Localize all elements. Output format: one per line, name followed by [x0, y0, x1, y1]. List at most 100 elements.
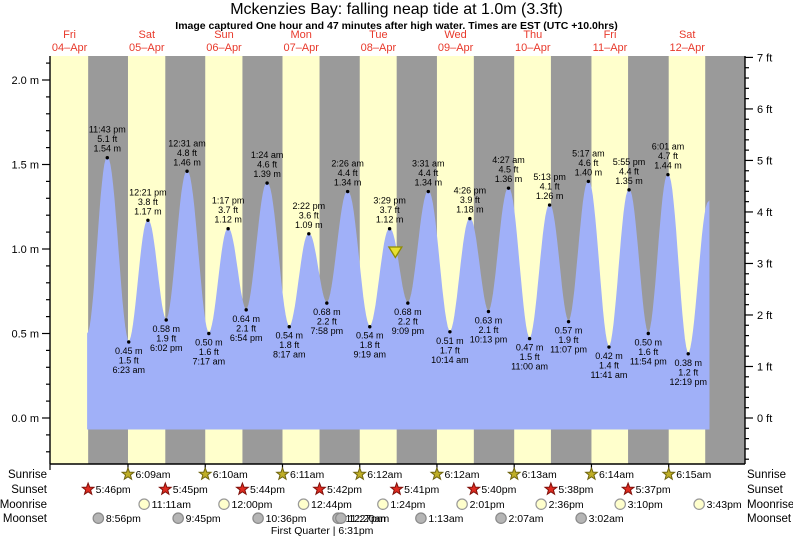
sunset-star-icon	[158, 481, 173, 496]
tide-extreme-dot	[207, 331, 211, 336]
tide-low-label: 7:17 am	[193, 357, 226, 367]
tide-extreme-dot	[566, 319, 571, 324]
tide-low-label: 11:54 pm	[630, 357, 667, 367]
moonset-time: 10:36pm	[266, 513, 307, 525]
tide-low-label: 1.9 ft	[559, 335, 580, 345]
y-axis-right-label: 1 ft	[757, 361, 772, 373]
tide-high-label: 1.12 m	[214, 215, 242, 225]
y-axis-left-label: 1.5 m	[11, 160, 39, 172]
tide-extreme-dot	[468, 216, 472, 221]
day-name-label: Sat	[139, 29, 156, 41]
tide-low-label: 0.51 m	[436, 336, 464, 346]
tide-low-label: 1.7 ft	[440, 345, 461, 355]
tide-high-label: 12:31 am	[168, 138, 206, 148]
day-date-label: 07–Apr	[283, 42, 319, 54]
tide-low-label: 1.2 ft	[678, 367, 699, 377]
moon-phase-label: First Quarter | 6:31pm	[271, 525, 374, 537]
tide-low-label: 9:19 am	[354, 350, 387, 360]
day-name-label: Fri	[63, 29, 76, 41]
day-date-label: 12–Apr	[669, 42, 705, 54]
day-date-label: 11–Apr	[593, 42, 628, 54]
tide-low-label: 1.9 ft	[156, 333, 177, 343]
row-label-right-moonrise: Moonrise	[747, 499, 793, 511]
moonset-time: 2:07am	[509, 513, 544, 525]
tide-extreme-dot	[127, 340, 131, 344]
sunset-star-icon	[235, 481, 250, 496]
sunrise-time: 6:13am	[522, 469, 557, 481]
tide-extreme-labels: 11:43 pm5.1 ft1.54 m0.45 m1.5 ft6:23 am1…	[89, 125, 707, 387]
sunset-star-icon	[389, 481, 404, 496]
sunset-time: 5:44pm	[250, 484, 285, 496]
tide-high-label: 5:55 pm	[613, 157, 646, 167]
day-date-label: 08–Apr	[361, 42, 397, 54]
sunrise-time: 6:09am	[135, 469, 170, 481]
tide-low-label: 9:09 pm	[392, 326, 425, 336]
moonrise-time: 3:10pm	[628, 499, 663, 511]
tide-low-label: 10:14 am	[431, 355, 469, 365]
tide-extreme-dot	[146, 218, 150, 222]
tide-low-label: 1.8 ft	[279, 340, 300, 350]
tide-extreme-dot	[325, 301, 329, 305]
tide-high-label: 12:21 pm	[129, 187, 167, 197]
tide-low-label: 0.58 m	[152, 324, 180, 334]
tide-high-label: 1.12 m	[376, 215, 404, 225]
tide-extreme-dot	[607, 345, 611, 349]
sunrise-star-icon	[275, 466, 290, 481]
tide-high-label: 1:24 am	[251, 150, 284, 160]
tide-extreme-dot	[368, 325, 372, 329]
tide-extreme-dot	[307, 232, 311, 236]
moonrise-time: 3:43pm	[707, 499, 742, 511]
moonset-circle-icon	[92, 512, 105, 524]
day-name-label: Fri	[604, 29, 617, 41]
sunrise-star-icon	[506, 466, 522, 481]
tide-extreme-dot	[586, 179, 591, 184]
tide-high-label: 3.6 ft	[299, 210, 320, 220]
tide-high-label: 1.39 m	[253, 169, 281, 179]
tide-high-label: 6:01 am	[652, 142, 685, 152]
tide-high-label: 4.1 ft	[540, 182, 561, 192]
tide-low-label: 6:23 am	[112, 365, 145, 375]
y-axis-left-label: 2.0 m	[11, 75, 39, 87]
tide-extreme-dot	[105, 156, 109, 160]
tide-extreme-dot	[527, 336, 532, 341]
tide-high-label: 3:29 pm	[373, 196, 406, 206]
tide-high-label: 4:26 pm	[454, 186, 487, 196]
moonrise-circle-icon	[614, 498, 626, 510]
tide-low-label: 0.54 m	[275, 331, 303, 341]
tide-high-label: 4.4 ft	[338, 168, 359, 178]
moonrise-circle-icon	[218, 498, 230, 510]
row-label-right-sunset: Sunset	[747, 484, 784, 496]
sunset-time: 5:37pm	[636, 484, 671, 496]
moonset-time: 9:45pm	[186, 513, 221, 525]
y-axis-left-label: 0.5 m	[11, 329, 39, 341]
sunrise-star-icon	[429, 466, 445, 481]
moonrise-time: 2:36pm	[549, 499, 584, 511]
chart-title: Mckenzies Bay: falling neap tide at 1.0m…	[230, 1, 563, 18]
sunset-time: 5:45pm	[173, 484, 208, 496]
tide-high-label: 1.44 m	[654, 161, 682, 171]
tide-extreme-dot	[627, 188, 631, 192]
tide-extreme-dot	[506, 186, 511, 190]
tide-high-label: 3.9 ft	[460, 195, 481, 205]
tide-low-label: 0.38 m	[674, 358, 702, 368]
moonrise-time: 12:44pm	[311, 499, 352, 511]
tide-high-label: 4.6 ft	[257, 160, 278, 170]
day-date-label: 10–Apr	[515, 42, 551, 54]
moonrise-time: 1:24pm	[390, 499, 425, 511]
tide-low-label: 1.6 ft	[638, 347, 659, 357]
tide-curve	[87, 156, 710, 430]
sunset-time: 5:42pm	[327, 484, 362, 496]
row-label-left-moonrise: Moonrise	[0, 499, 47, 511]
day-date-label: 05–Apr	[129, 42, 165, 54]
moonrise-time: 11:11am	[152, 499, 192, 511]
row-label-right-moonset: Moonset	[747, 513, 792, 525]
tide-high-label: 2:26 am	[331, 159, 364, 169]
current-marker	[387, 246, 404, 259]
y-axis-right-label: 2 ft	[757, 310, 772, 322]
sunrise-time: 6:11am	[290, 469, 324, 481]
sunset-time: 5:41pm	[404, 484, 439, 496]
moonset-circle-icon	[495, 512, 507, 524]
tide-high-label: 3.8 ft	[138, 197, 159, 207]
y-axis-right-label: 6 ft	[757, 104, 772, 116]
